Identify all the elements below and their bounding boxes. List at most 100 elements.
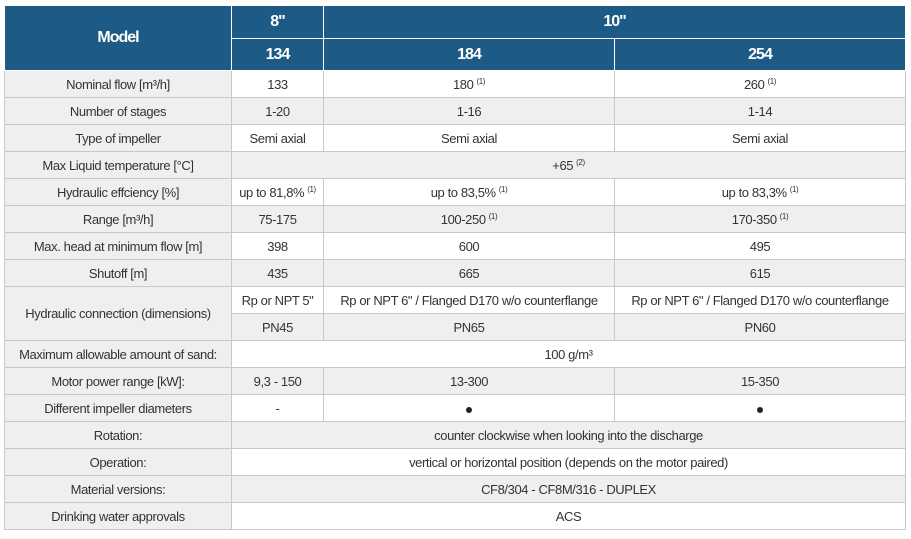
table-row: Hydraulic connection (dimensions) Rp or N…: [4, 286, 907, 341]
table-cell: 398: [231, 232, 324, 260]
row-label: Nominal flow [m³/h]: [4, 70, 232, 98]
row-label: Number of stages: [4, 97, 232, 125]
model-header: Model: [4, 5, 232, 71]
table-row: Hydraulic effciency [%] up to 81,8% (1) up …: [4, 178, 907, 206]
table-row: Maximum allowable amount of sand: 100 g/m…: [4, 340, 907, 368]
table-cell: PN60: [613, 313, 907, 341]
cell-value: 260: [743, 76, 765, 92]
table-row: Max. head at minimum flow [m] 398 600 495: [4, 232, 907, 260]
footnote-ref: (1): [789, 184, 799, 194]
table-cell: 75-175: [231, 205, 324, 233]
model-134-header: 134: [231, 38, 324, 71]
table-cell: 260 (1): [613, 70, 907, 98]
row-label: Hydraulic effciency [%]: [4, 178, 232, 206]
table-cell: PN65: [323, 313, 615, 341]
table-cell: 615: [613, 259, 907, 287]
row-label: Hydraulic connection (dimensions): [4, 286, 232, 341]
table-cell: up to 83,5% (1): [323, 178, 615, 206]
cell-value: 75-175: [258, 211, 297, 227]
row-label: Drinking water approvals: [4, 502, 232, 530]
footnote-ref: (1): [307, 184, 316, 194]
table-cell: Rp or NPT 6" / Flanged D170 w/o counterf…: [323, 286, 615, 314]
cell-value: Semi axial: [441, 130, 497, 146]
table-cell: Semi axial: [613, 124, 907, 152]
group-header-10in: 10": [322, 5, 907, 39]
table-cell: 100 g/m³: [230, 340, 907, 368]
table-row: Motor power range [kW]: 9,3 - 150 13-300 15…: [4, 367, 907, 395]
cell-value: 170-350: [731, 211, 777, 227]
table-row: Type of impeller Semi axial Semi axial Semi…: [4, 124, 907, 152]
table-cell: counter clockwise when looking into the …: [230, 421, 907, 449]
table-cell: 15-350: [613, 367, 907, 395]
table-cell: [323, 394, 615, 422]
footnote-ref: (2): [576, 157, 585, 167]
cell-value: vertical or horizontal position (depends…: [409, 454, 728, 470]
cell-value: 1-14: [747, 103, 773, 119]
cell-value: 180: [452, 76, 474, 92]
row-label: Motor power range [kW]:: [4, 367, 232, 395]
table-cell: PN45: [231, 313, 324, 341]
table-row: Rotation: counter clockwise when looking …: [4, 421, 907, 449]
table-row: Different impeller diameters -: [4, 394, 907, 422]
table-row: Operation: vertical or horizontal positio…: [4, 448, 907, 476]
row-label: Operation:: [4, 448, 232, 476]
table-cell: 133: [231, 70, 324, 98]
cell-value: 435: [267, 265, 288, 281]
cell-value: counter clockwise when looking into the …: [434, 427, 703, 443]
footnote-ref: (1): [488, 211, 498, 221]
cell-value: 495: [749, 238, 771, 254]
table-cell: 435: [231, 259, 324, 287]
table-cell: -: [231, 394, 324, 422]
table-cell: 180 (1): [323, 70, 615, 98]
row-label: Different impeller diameters: [4, 394, 232, 422]
table-cell: 1-14: [613, 97, 907, 125]
row-label: Maximum allowable amount of sand:: [4, 340, 232, 368]
table-cell: 665: [323, 259, 615, 287]
table-cell: 600: [323, 232, 615, 260]
table-row: Number of stages 1-20 1-16 1-14: [4, 97, 907, 125]
table-cell: 1-20: [231, 97, 324, 125]
cell-value: 665: [458, 265, 480, 281]
bullet-icon: [466, 406, 472, 413]
row-label: Max Liquid temperature [°C]: [4, 151, 232, 179]
row-label: Shutoff [m]: [4, 259, 232, 287]
table-row: PN45 PN65 PN60: [5, 313, 907, 341]
table-cell: Semi axial: [323, 124, 615, 152]
cell-value: 15-350: [740, 373, 780, 389]
table-cell: 13-300: [323, 367, 615, 395]
cell-value: 1-20: [265, 103, 290, 119]
cell-value: 600: [458, 238, 480, 254]
cell-value: ACS: [555, 508, 582, 524]
table-cell: 1-16: [323, 97, 615, 125]
cell-value: 100 g/m³: [544, 346, 593, 362]
cell-value: up to 83,5%: [430, 184, 496, 200]
table-cell: 170-350 (1): [613, 205, 907, 233]
table-cell: up to 81,8% (1): [231, 178, 324, 206]
table-cell: Semi axial: [231, 124, 324, 152]
pump-spec-table: Model 8" 10" 134 184 254 Nominal flow [m…: [4, 5, 907, 530]
table-row: Drinking water approvals ACS: [4, 502, 907, 530]
table-cell: Rp or NPT 5": [231, 286, 324, 314]
table-cell: Rp or NPT 6" / Flanged D170 w/o counterf…: [613, 286, 907, 314]
cell-value: 9,3 - 150: [253, 373, 302, 389]
group-header-8in: 8": [231, 5, 324, 39]
table-cell: 100-250 (1): [323, 205, 615, 233]
footnote-ref: (1): [767, 76, 777, 86]
cell-value: 133: [267, 76, 288, 92]
footnote-ref: (1): [498, 184, 508, 194]
footnote-ref: (1): [476, 76, 486, 86]
cell-value: 13-300: [449, 373, 489, 389]
table-row: Nominal flow [m³/h] 133 180 (1) 260 (1): [4, 70, 907, 98]
cell-value: 1-16: [456, 103, 482, 119]
cell-value: Semi axial: [732, 130, 788, 146]
table-cell: [613, 394, 907, 422]
cell-value: 615: [749, 265, 771, 281]
row-label: Material versions:: [4, 475, 232, 503]
cell-value: up to 83,3%: [721, 184, 787, 200]
table-row: Material versions: CF8/304 - CF8M/316 - D…: [4, 475, 907, 503]
table-cell: CF8/304 - CF8M/316 - DUPLEX: [230, 475, 907, 503]
cell-value: Semi axial: [249, 130, 306, 146]
row-label: Rotation:: [4, 421, 232, 449]
table-cell: up to 83,3% (1): [613, 178, 907, 206]
cell-value: 398: [267, 238, 288, 254]
